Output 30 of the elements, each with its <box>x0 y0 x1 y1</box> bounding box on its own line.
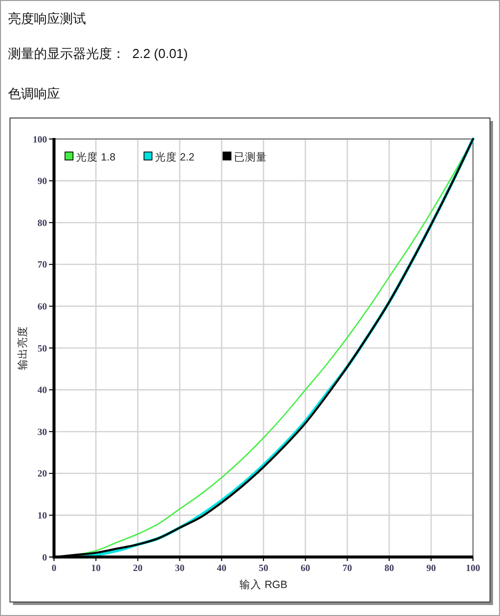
y-tick-label: 90 <box>38 177 48 188</box>
x-tick-label: 40 <box>216 564 227 574</box>
x-tick-label: 60 <box>300 564 310 574</box>
chart-subtitle: 测量的显示器光度： 2.2 (0.01) <box>8 46 188 61</box>
y-tick-label: 30 <box>38 428 48 438</box>
y-axis-title: 输出亮度 <box>16 326 29 370</box>
y-tick-label: 70 <box>38 260 48 271</box>
y-tick-label: 20 <box>38 470 48 480</box>
x-tick-label: 90 <box>426 564 436 574</box>
chart-title: 亮度响应测试 <box>8 11 86 26</box>
x-tick-label: 100 <box>466 564 480 574</box>
legend-label: 光度 2.2 <box>155 150 195 164</box>
x-tick-label: 30 <box>174 564 185 574</box>
x-tick-label: 0 <box>52 564 57 574</box>
x-axis-title: 输入 RGB <box>240 578 288 591</box>
y-tick-label: 50 <box>38 344 48 354</box>
x-tick-label: 10 <box>91 564 101 574</box>
y-tick-label: 60 <box>38 302 48 312</box>
y-tick-label: 40 <box>38 386 48 396</box>
text: 色调响应 <box>8 86 60 101</box>
y-tick-label: 10 <box>38 512 48 522</box>
x-tick-label: 20 <box>133 564 143 574</box>
x-tick-label: 80 <box>384 564 394 574</box>
x-tick-label: 70 <box>342 564 352 574</box>
legend-label: 光度 1.8 <box>76 150 116 164</box>
y-tick-label: 0 <box>42 553 48 564</box>
y-tick-label: 100 <box>32 135 48 146</box>
x-tick-label: 50 <box>258 564 268 574</box>
y-tick-label: 80 <box>38 218 48 229</box>
legend-label: 已测量 <box>234 152 267 164</box>
